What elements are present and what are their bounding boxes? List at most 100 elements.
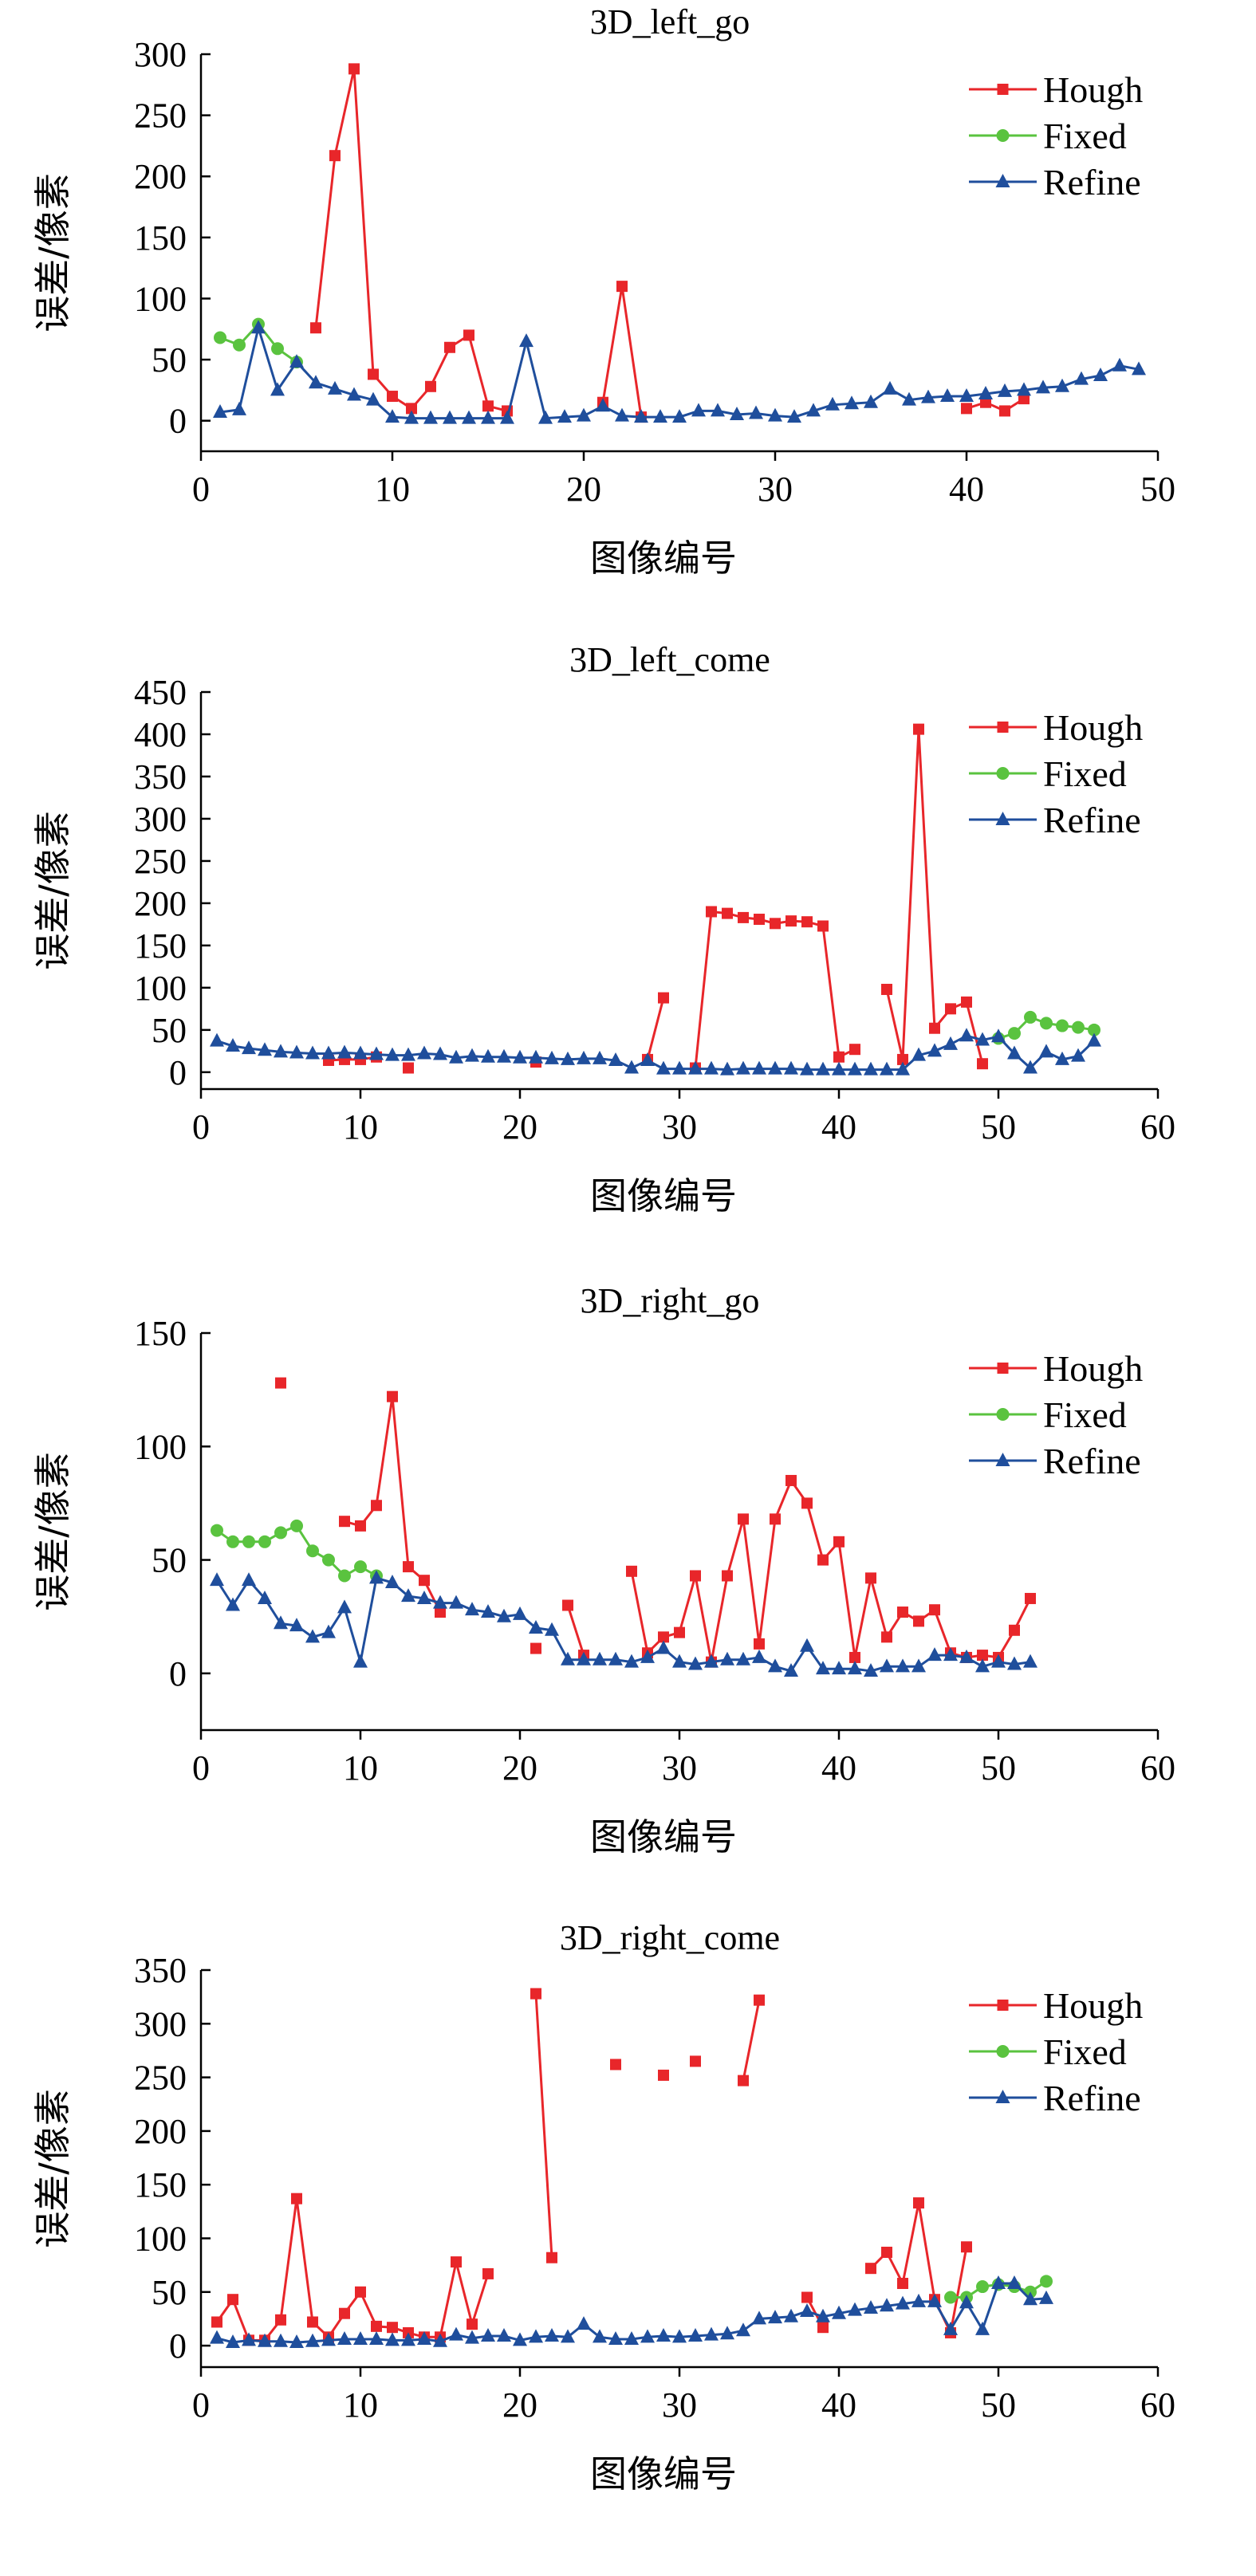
data-point-refine xyxy=(519,333,534,348)
data-point-hough xyxy=(546,2252,557,2263)
data-point-refine xyxy=(864,2299,878,2314)
data-point-hough xyxy=(961,996,972,1008)
series-line-hough xyxy=(694,910,856,1068)
data-point-hough xyxy=(387,391,398,403)
data-point-refine xyxy=(513,1606,527,1620)
chart-panel-3: 3D_right_come 0 50 100 150 200 250 300 350 0 10 20 3… xyxy=(0,1916,1256,2554)
y-axis-label: 误差/像素 xyxy=(31,811,74,970)
x-tick-label: 50 xyxy=(981,1748,1016,1787)
data-point-refine xyxy=(289,1044,304,1059)
data-point-refine xyxy=(688,2327,703,2342)
data-point-hough xyxy=(387,1390,398,1402)
data-point-refine xyxy=(927,2293,942,2307)
data-point-hough xyxy=(722,907,733,919)
data-point-refine xyxy=(1039,2290,1053,2304)
data-point-refine xyxy=(226,1037,240,1052)
series-fixed xyxy=(211,1519,383,1583)
data-point-hough xyxy=(275,2314,286,2326)
data-point-refine xyxy=(832,2305,846,2319)
data-point-hough xyxy=(770,1513,781,1525)
data-point-refine xyxy=(943,2321,958,2335)
data-point-hough xyxy=(833,1051,845,1063)
legend-marker-refine xyxy=(995,812,1010,825)
data-point-refine xyxy=(736,1651,750,1666)
data-point-fixed xyxy=(1056,1019,1069,1032)
data-point-hough xyxy=(913,723,924,735)
series-line-hough xyxy=(601,285,643,418)
x-tick-label: 40 xyxy=(821,2385,856,2425)
series-fixed xyxy=(992,1010,1100,1045)
x-tick-label: 30 xyxy=(662,1107,697,1146)
y-tick-label: 350 xyxy=(134,1951,187,1990)
data-point-refine xyxy=(309,375,323,389)
data-point-refine xyxy=(1112,357,1127,372)
data-point-hough xyxy=(658,992,669,1004)
legend-label-fixed: Fixed xyxy=(1043,116,1127,156)
data-point-hough xyxy=(451,2256,462,2268)
data-point-refine xyxy=(593,1050,607,1064)
data-point-hough xyxy=(881,1631,892,1643)
data-point-fixed xyxy=(271,342,284,356)
data-point-refine xyxy=(768,1658,782,1673)
series-line-hough xyxy=(869,2202,968,2337)
y-tick-label: 200 xyxy=(134,884,187,923)
data-point-refine xyxy=(1071,1048,1085,1062)
y-axis-label: 误差/像素 xyxy=(31,1452,74,1611)
data-point-hough xyxy=(275,1377,286,1389)
data-point-hough xyxy=(785,915,797,927)
y-tick-label: 100 xyxy=(134,279,187,318)
series-line-hough xyxy=(534,1993,553,2258)
data-point-refine xyxy=(242,2332,256,2346)
data-point-refine xyxy=(593,2329,607,2343)
data-point-refine xyxy=(321,1045,336,1060)
data-point-refine xyxy=(768,2310,782,2324)
series-line-hough xyxy=(328,1056,377,1062)
legend-label-hough: Hough xyxy=(1043,707,1143,748)
data-point-hough xyxy=(801,2291,813,2303)
data-point-refine xyxy=(816,2308,830,2322)
data-point-refine xyxy=(465,2330,479,2344)
data-point-hough xyxy=(881,2246,892,2258)
data-point-refine xyxy=(825,396,840,411)
data-point-hough xyxy=(849,1651,860,1663)
data-point-hough xyxy=(626,1565,637,1577)
chart-panel-1: 3D_left_come 0 50 100 150 200 250 300 350 400 450 0… xyxy=(0,638,1256,1276)
data-point-refine xyxy=(1023,1654,1037,1668)
series-line-fixed xyxy=(216,1524,377,1578)
data-point-refine xyxy=(624,1060,639,1074)
data-point-hough xyxy=(977,1058,988,1070)
series-line-refine xyxy=(215,1576,1031,1673)
data-point-hough xyxy=(817,2322,829,2334)
data-point-refine xyxy=(561,1651,575,1666)
series-line-hough xyxy=(646,997,665,1060)
data-point-refine xyxy=(385,2332,400,2346)
data-point-hough xyxy=(211,2316,222,2328)
y-tick-label: 50 xyxy=(152,340,187,380)
data-point-refine xyxy=(800,2303,814,2318)
data-point-hough xyxy=(801,916,813,928)
data-point-hough xyxy=(368,368,379,380)
data-point-fixed xyxy=(242,1535,255,1548)
series-line-hough xyxy=(314,69,508,412)
data-point-refine xyxy=(596,398,610,412)
chart-svg: 3D_right_go 0 50 100 150 0 10 20 30 40 50 60 图像编号 误差/… xyxy=(31,1281,1175,1858)
data-point-refine xyxy=(921,389,935,403)
data-point-refine xyxy=(704,2326,719,2341)
data-point-refine xyxy=(653,409,667,423)
data-point-refine xyxy=(1007,1656,1022,1670)
data-point-fixed xyxy=(306,1544,319,1558)
data-point-refine xyxy=(337,1044,352,1059)
y-tick-label: 100 xyxy=(134,2219,187,2258)
series-hough xyxy=(323,723,988,1074)
data-point-hough xyxy=(674,1626,685,1638)
data-point-refine xyxy=(577,2316,591,2330)
data-point-hough xyxy=(690,2055,701,2067)
data-point-refine xyxy=(529,2329,543,2343)
series-refine xyxy=(213,320,1146,424)
data-point-refine xyxy=(634,409,648,423)
x-tick-label: 50 xyxy=(981,1107,1016,1146)
data-point-refine xyxy=(321,2332,336,2346)
data-point-refine xyxy=(688,1656,703,1670)
x-tick-label: 30 xyxy=(758,470,793,509)
